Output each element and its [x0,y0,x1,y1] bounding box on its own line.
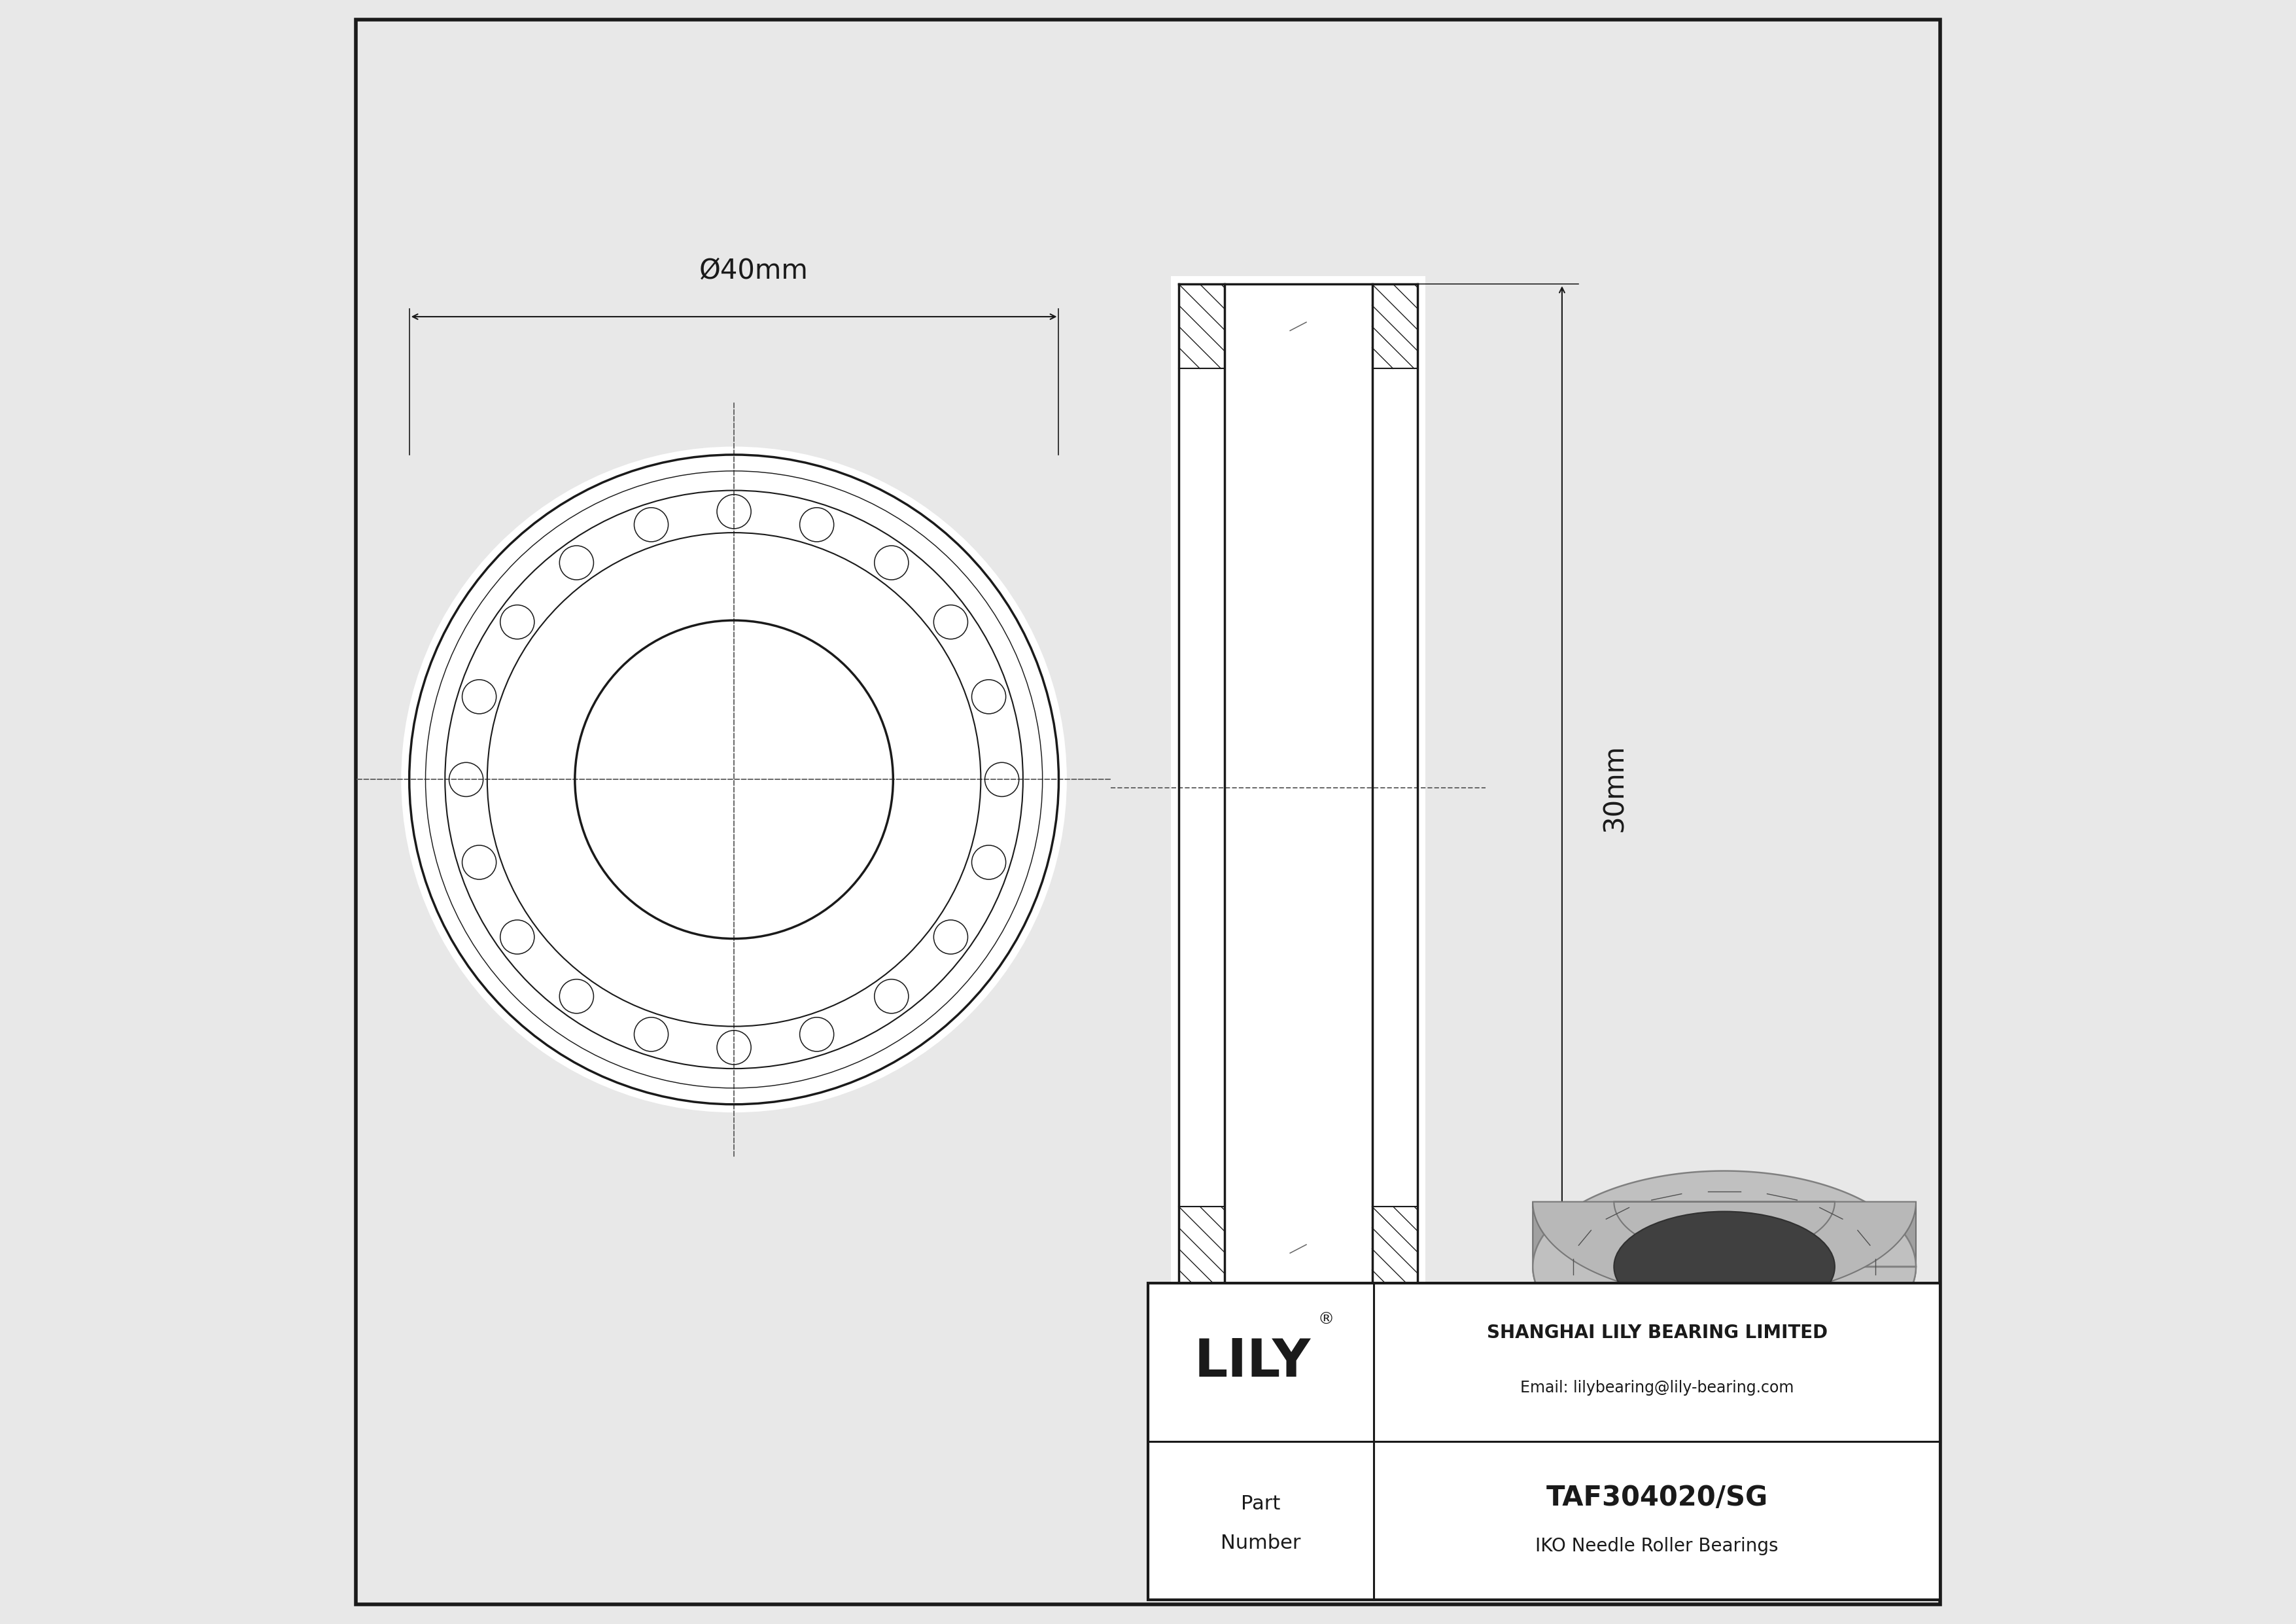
Circle shape [402,447,1068,1112]
Polygon shape [1534,1202,1915,1298]
Text: Part: Part [1242,1494,1281,1514]
Bar [1171,276,1426,1299]
Text: SHANGHAI LILY BEARING LIMITED: SHANGHAI LILY BEARING LIMITED [1486,1324,1828,1341]
Text: LILY: LILY [1194,1337,1311,1387]
Text: Number: Number [1221,1533,1302,1553]
Text: 20mm: 20mm [1254,1440,1341,1468]
Text: 30mm: 30mm [1600,744,1628,831]
Text: ®: ® [1318,1312,1334,1328]
Text: TAF304020/SG: TAF304020/SG [1545,1484,1768,1512]
Polygon shape [1614,1202,1835,1322]
Polygon shape [1534,1202,1915,1363]
Text: IKO Needle Roller Bearings: IKO Needle Roller Bearings [1536,1538,1779,1556]
Bar [1148,1283,1940,1600]
Polygon shape [1534,1171,1915,1363]
Ellipse shape [1614,1212,1835,1322]
Text: Email: lilybearing@lily-bearing.com: Email: lilybearing@lily-bearing.com [1520,1380,1793,1397]
Text: Ø40mm: Ø40mm [698,257,808,284]
